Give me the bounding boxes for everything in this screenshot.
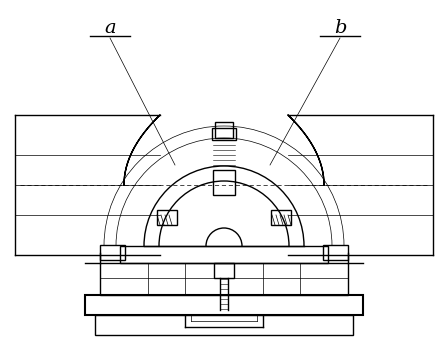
Bar: [215, 122, 233, 138]
Bar: [212, 128, 236, 140]
Bar: [271, 210, 291, 225]
Bar: [323, 245, 348, 260]
Bar: [157, 210, 177, 225]
Bar: [95, 315, 353, 335]
Text: b: b: [334, 19, 346, 37]
Bar: [214, 263, 234, 278]
Bar: [85, 295, 363, 315]
Bar: [100, 245, 125, 260]
Bar: [100, 263, 348, 295]
Bar: [213, 170, 235, 195]
Bar: [120, 246, 328, 263]
Text: a: a: [104, 19, 116, 37]
